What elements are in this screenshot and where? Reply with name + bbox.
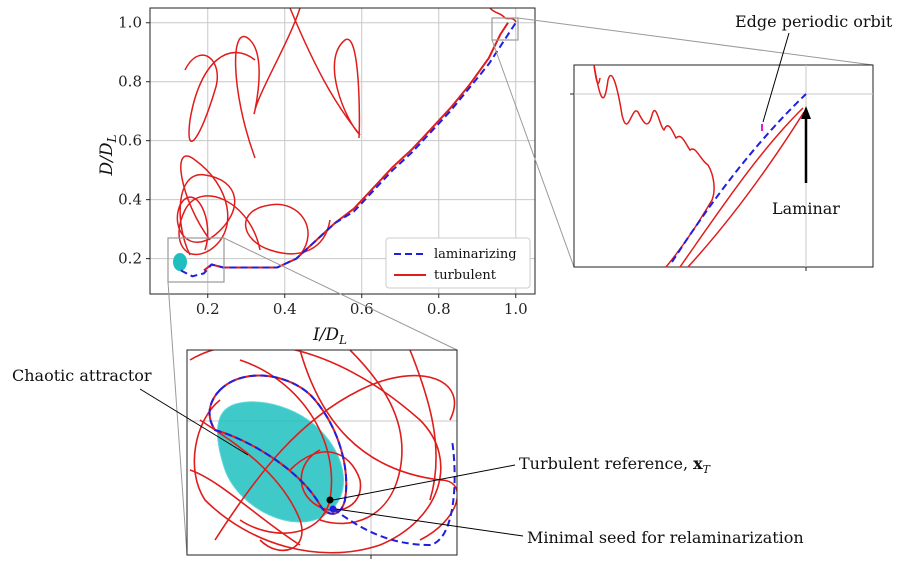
inset-turbulent-path bbox=[189, 350, 442, 554]
turbulent-reference-point bbox=[326, 496, 334, 504]
zoom-box-lower-left bbox=[167, 237, 225, 283]
x-tick-label: 0.4 bbox=[273, 300, 297, 318]
y-tick-label: 0.6 bbox=[118, 132, 142, 150]
annotation-turbulent-reference: Turbulent reference, xT bbox=[519, 454, 712, 476]
inset-laminarizing-path bbox=[671, 93, 807, 263]
series-line-laminarizing bbox=[180, 22, 517, 278]
inset-turbulent-path bbox=[239, 359, 333, 534]
legend: laminarizing turbulent bbox=[385, 237, 531, 289]
x-tick-label: 1.0 bbox=[504, 300, 528, 318]
annotation-leader-line bbox=[139, 388, 249, 456]
annotation-leader-line bbox=[335, 508, 524, 537]
inset-laminarizing-path bbox=[208, 374, 348, 515]
inset-turbulent-path bbox=[687, 111, 805, 268]
main-axes-frame bbox=[149, 7, 536, 295]
turbulent-loop-path bbox=[178, 155, 261, 256]
inset-turbulent-path bbox=[189, 469, 301, 546]
inset-connectors bbox=[167, 17, 874, 556]
turbulent-loop-path bbox=[176, 174, 236, 256]
minimal-seed-point bbox=[329, 505, 337, 513]
annotation-minimal-seed: Minimal seed for relaminarization bbox=[527, 528, 804, 547]
inset-turbulent-path bbox=[319, 350, 403, 525]
chaotic-attractor-cloud bbox=[173, 253, 187, 271]
connector-line bbox=[517, 17, 874, 66]
turbulent-loop-path bbox=[184, 51, 256, 143]
annotation-chaotic-attractor: Chaotic attractor bbox=[12, 366, 152, 385]
x-tick-label: 0.2 bbox=[196, 300, 220, 318]
main-series-group bbox=[180, 22, 517, 278]
inset-upper-right bbox=[570, 64, 874, 271]
connector-line bbox=[167, 281, 188, 556]
inset-lower-left bbox=[186, 349, 458, 559]
annotation-laminar: Laminar bbox=[772, 199, 840, 218]
inset-turbulent-path bbox=[593, 64, 715, 268]
main-axes: 0.2 0.4 0.6 0.8 1.0 0.2 0.4 0.6 0.8 1.0 I/DL D/D… bbox=[97, 7, 536, 347]
inset-laminarizing-path bbox=[332, 439, 456, 547]
x-tick-label: 0.8 bbox=[427, 300, 451, 318]
inset-turbulent-path bbox=[679, 107, 804, 268]
x-tick-label: 0.6 bbox=[350, 300, 374, 318]
inset-turbulent-path bbox=[289, 449, 362, 512]
inset-turbulent-path bbox=[214, 374, 456, 541]
y-axis-label: D/DL bbox=[97, 134, 119, 176]
inset-lower-left-frame bbox=[186, 349, 458, 556]
y-tick-label: 0.8 bbox=[118, 73, 142, 91]
main-x-ticks: 0.2 0.4 0.6 0.8 1.0 bbox=[196, 294, 528, 318]
legend-label-laminarizing: laminarizing bbox=[434, 247, 517, 262]
annotation-leader-line bbox=[762, 32, 790, 123]
annotation-edge-periodic-orbit: Edge periodic orbit bbox=[735, 12, 893, 31]
inset-upper-right-curves bbox=[593, 64, 807, 268]
x-axis-label: I/DL bbox=[312, 325, 347, 347]
inset-upper-right-frame bbox=[573, 64, 874, 268]
turbulent-loop-path bbox=[244, 203, 331, 256]
inset-turbulent-path bbox=[593, 64, 601, 84]
connector-line bbox=[223, 237, 458, 351]
turbulent-loop-path bbox=[234, 7, 301, 159]
legend-label-turbulent: turbulent bbox=[434, 268, 497, 283]
zoom-box-upper-right bbox=[491, 17, 519, 41]
main-grid bbox=[150, 8, 535, 294]
series-line-turbulent bbox=[203, 22, 509, 272]
inset-turbulent-path bbox=[199, 419, 303, 552]
annotation-leader-line bbox=[332, 464, 516, 501]
y-tick-label: 0.4 bbox=[118, 191, 142, 209]
y-tick-label: 1.0 bbox=[118, 14, 142, 32]
turbulent-loop-path bbox=[289, 7, 361, 139]
inset-turbulent-path bbox=[409, 350, 437, 501]
y-tick-label: 0.2 bbox=[118, 250, 142, 268]
inset-lower-left-curves bbox=[189, 350, 457, 554]
main-y-ticks: 0.2 0.4 0.6 0.8 1.0 bbox=[118, 14, 150, 268]
turbulent-transient-loops bbox=[173, 7, 517, 271]
connector-line bbox=[491, 39, 575, 268]
laminar-arrow-head bbox=[801, 106, 811, 119]
